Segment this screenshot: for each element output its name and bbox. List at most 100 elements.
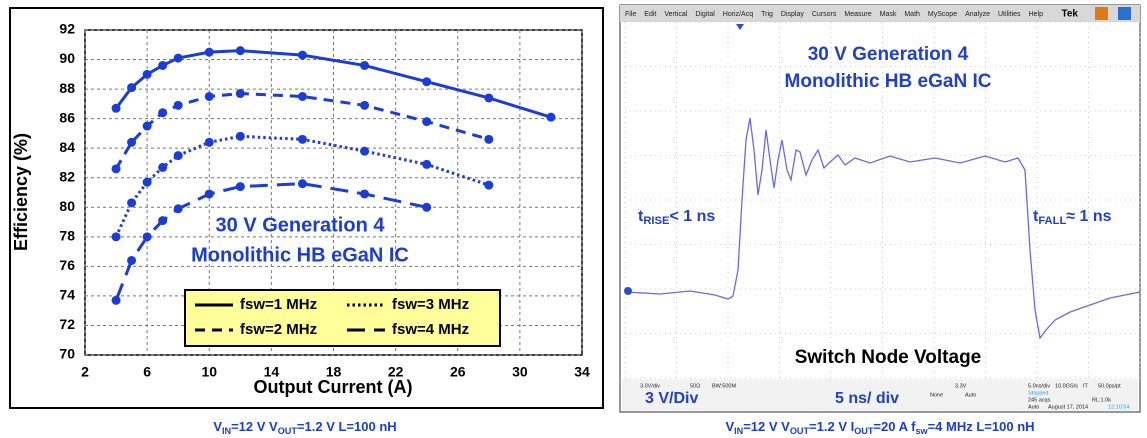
status-text: 12:10:54 xyxy=(1108,404,1129,410)
figure: Efficiency (%) Output Current (A) VIN=12… xyxy=(0,0,1147,438)
data-point xyxy=(484,135,493,144)
x-tick-label: 14 xyxy=(264,364,280,380)
caption: VIN=12 V VOUT=1.2 V L=100 nH xyxy=(213,419,396,436)
text-run: V xyxy=(725,419,734,434)
status-text: 50.0ps/pt xyxy=(1098,383,1121,389)
data-point xyxy=(158,108,167,117)
menu-item[interactable]: Help xyxy=(1029,11,1044,18)
data-point xyxy=(422,117,431,126)
y-axis-label: Efficiency (%) xyxy=(11,133,31,251)
menu-item[interactable]: Edit xyxy=(644,11,656,18)
menu-item[interactable]: Cursors xyxy=(812,11,837,18)
subscript: FALL xyxy=(1038,215,1066,227)
data-point xyxy=(546,113,555,122)
data-point xyxy=(143,178,152,187)
y-tick-label: 74 xyxy=(59,287,75,303)
status-text: RL:1.0k xyxy=(1092,397,1111,403)
brand: Tek xyxy=(1062,9,1079,20)
subscript: sw xyxy=(915,426,928,436)
data-point xyxy=(127,83,136,92)
x-tick-label: 30 xyxy=(512,364,528,380)
data-point xyxy=(360,61,369,70)
menu-item[interactable]: Mask xyxy=(880,11,897,18)
menu-item[interactable]: Math xyxy=(904,11,920,18)
data-point xyxy=(298,92,307,101)
vdiv-label: 3 V/Div xyxy=(645,390,698,407)
menu-item[interactable]: MyScope xyxy=(928,11,957,18)
y-tick-label: 78 xyxy=(59,228,75,244)
data-point xyxy=(143,232,152,241)
menu-item[interactable]: Digital xyxy=(695,11,715,18)
status-text: August 17, 2014 xyxy=(1048,404,1088,410)
data-point xyxy=(112,164,121,173)
data-point xyxy=(127,256,136,265)
data-point xyxy=(158,216,167,225)
text-run: V xyxy=(213,419,222,434)
x-tick-label: 26 xyxy=(450,364,466,380)
data-point xyxy=(143,122,152,131)
data-point xyxy=(360,147,369,156)
data-point xyxy=(158,163,167,172)
data-point xyxy=(236,132,245,141)
data-point xyxy=(174,54,183,63)
x-axis-label: Output Current (A) xyxy=(254,377,413,397)
y-tick-label: 86 xyxy=(59,109,75,125)
data-point xyxy=(298,179,307,188)
menu-item[interactable]: Analyze xyxy=(965,11,990,18)
data-point xyxy=(484,93,493,102)
signal-label: Switch Node Voltage xyxy=(795,347,982,368)
menu-item[interactable]: Utilities xyxy=(998,11,1021,18)
minimize-button[interactable] xyxy=(1095,7,1108,20)
data-point xyxy=(205,189,214,198)
status-text: Auto xyxy=(1028,404,1039,410)
status-text: Stopped xyxy=(1028,390,1049,396)
data-point xyxy=(174,101,183,110)
data-point xyxy=(174,151,183,160)
data-point xyxy=(236,182,245,191)
menu-item[interactable]: Measure xyxy=(844,11,871,18)
y-tick-label: 92 xyxy=(59,21,75,37)
data-point xyxy=(422,160,431,169)
data-point xyxy=(298,135,307,144)
data-point xyxy=(112,104,121,113)
menu-item[interactable]: Display xyxy=(781,11,804,18)
x-tick-label: 18 xyxy=(326,364,342,380)
text-run: =12 V V xyxy=(231,419,278,434)
data-point xyxy=(127,198,136,207)
legend-label: fsw=2 MHz xyxy=(240,321,317,338)
page: Efficiency (%) Output Current (A) VIN=12… xyxy=(0,0,1147,438)
data-point xyxy=(360,101,369,110)
data-point xyxy=(112,232,121,241)
x-tick-label: 6 xyxy=(143,364,151,380)
menu-item[interactable]: Vertical xyxy=(664,11,687,18)
subscript: IN xyxy=(222,426,231,436)
data-point xyxy=(422,203,431,212)
text-run: =12 V V xyxy=(743,419,790,434)
text-run: < 1 ns xyxy=(669,208,715,225)
data-point xyxy=(205,48,214,57)
menu-item[interactable]: File xyxy=(625,11,636,18)
subscript: OUT xyxy=(278,426,298,436)
status-text: BW:500M xyxy=(712,383,736,389)
status-text: Auto xyxy=(965,392,976,398)
scope-title: 30 V Generation 4 xyxy=(808,44,969,65)
chart-frame xyxy=(10,8,603,408)
close-button[interactable] xyxy=(1118,7,1131,20)
caption: VIN=12 V VOUT=1.2 V IOUT=20 A fsw=4 MHz … xyxy=(725,419,1034,436)
status-text: 3.0V/div xyxy=(640,383,660,389)
y-tick-label: 90 xyxy=(59,50,75,66)
text-run: =1.2 V I xyxy=(809,419,854,434)
menu-item[interactable]: Trig xyxy=(761,11,773,18)
text-run: =20 A f xyxy=(873,419,916,434)
status-text: 3.3V xyxy=(955,383,967,389)
annotation: 30 V Generation 4 xyxy=(216,214,386,236)
scope-title: Monolithic HB eGaN IC xyxy=(785,71,992,92)
y-tick-label: 84 xyxy=(59,139,75,155)
data-point xyxy=(143,70,152,79)
subscript: OUT xyxy=(854,426,874,436)
data-point xyxy=(127,138,136,147)
data-point xyxy=(158,61,167,70)
data-point xyxy=(174,204,183,213)
menu-item[interactable]: Horiz/Acq xyxy=(723,11,753,18)
text-run: ≈ 1 ns xyxy=(1066,208,1111,225)
